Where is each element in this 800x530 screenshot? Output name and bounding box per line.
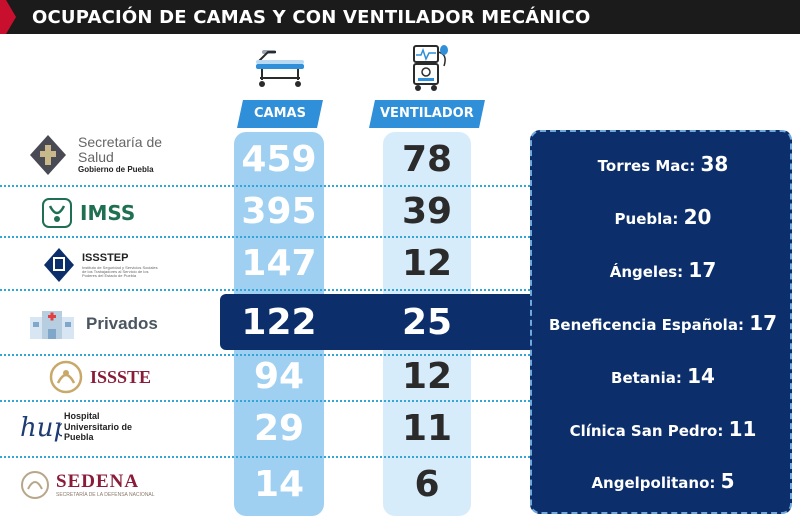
- row-divider: [0, 456, 530, 458]
- hospital-universitario-logo: hup Hospital Universitario de Puebla: [20, 402, 210, 452]
- private-hospital-value: 20: [683, 205, 712, 229]
- camas-value: 147: [241, 243, 317, 284]
- ventilador-value: 12: [401, 356, 453, 397]
- svg-text:hup: hup: [20, 413, 62, 443]
- camas-value: 29: [253, 408, 305, 449]
- ventilador-value: 6: [414, 464, 440, 505]
- private-hospital-name: Beneficencia Española:: [548, 316, 744, 334]
- hup-emblem-icon: hup: [20, 413, 62, 443]
- camas-value: 14: [253, 464, 305, 505]
- row-divider: [0, 289, 530, 291]
- private-hospital-name: Betania:: [611, 369, 682, 387]
- private-hospital-item: Clínica San Pedro: 11: [532, 417, 794, 441]
- private-hospital-item: Puebla: 20: [532, 205, 794, 229]
- institution-name: SEDENA: [56, 471, 140, 492]
- private-hospital-value: 5: [720, 469, 735, 493]
- page-title: OCUPACIÓN DE CAMAS Y CON VENTILADOR MECÁ…: [32, 7, 591, 28]
- issstep-logo: ISSSTEP Instituto de Seguridad y Servici…: [20, 240, 210, 290]
- row-divider: [0, 400, 530, 402]
- private-hospital-item: Ángeles: 17: [532, 258, 794, 282]
- privados-highlight-band: 122 25: [220, 294, 540, 350]
- row-divider: [0, 354, 530, 356]
- private-hospital-item: Angelpolitano: 5: [532, 469, 794, 493]
- secretaria-salud-logo: Secretaría de Salud Gobierno de Puebla: [20, 130, 210, 180]
- sedena-logo: SEDENA SECRETARÍA DE LA DEFENSA NACIONAL: [20, 460, 210, 510]
- ventilador-value: 25: [401, 302, 453, 343]
- title-bar: OCUPACIÓN DE CAMAS Y CON VENTILADOR MECÁ…: [0, 0, 800, 34]
- issste-logo: ISSSTE: [20, 352, 210, 402]
- private-hospital-name: Clínica San Pedro:: [569, 422, 724, 440]
- ventilador-value: 11: [401, 408, 453, 449]
- sedena-emblem-icon: [21, 471, 49, 499]
- private-hospitals-panel: Torres Mac: 38 Puebla: 20 Ángeles: 17 Be…: [530, 130, 792, 514]
- ventilador-value: 78: [401, 139, 453, 180]
- camas-value: 94: [253, 356, 305, 397]
- camas-value: 459: [241, 139, 317, 180]
- institution-name: ISSSTE: [90, 366, 152, 387]
- imss-emblem-icon: [42, 198, 72, 228]
- institution-name: Secretaría de Salud: [78, 134, 163, 165]
- private-hospital-value: 38: [700, 152, 729, 176]
- institution-name: ISSSTEP: [82, 251, 129, 264]
- private-hospital-value: 11: [728, 417, 757, 441]
- imss-logo: IMSS: [20, 188, 210, 238]
- institution-name: IMSS: [80, 201, 136, 225]
- row-divider: [0, 185, 530, 187]
- private-hospital-value: 17: [749, 311, 778, 335]
- institution-name: Privados: [86, 314, 158, 333]
- chevron-icon: [0, 0, 16, 34]
- private-hospital-item: Beneficencia Española: 17: [532, 311, 794, 335]
- column-header-ventilador: VENTILADOR: [369, 100, 485, 128]
- ventilador-value: 12: [401, 243, 453, 284]
- private-hospital-name: Angelpolitano:: [591, 474, 716, 492]
- row-divider: [0, 236, 530, 238]
- hospital-icon: [30, 311, 74, 339]
- private-hospital-name: Ángeles:: [609, 263, 684, 281]
- private-hospital-item: Betania: 14: [532, 364, 794, 388]
- privados-logo: Privados: [20, 299, 210, 349]
- private-hospital-name: Torres Mac:: [597, 157, 696, 175]
- institution-sub: Instituto de Seguridad y Servicios Socia…: [82, 264, 158, 278]
- private-hospital-value: 14: [687, 364, 715, 388]
- secretaria-salud-emblem-icon: [30, 135, 66, 175]
- issstep-emblem-icon: [44, 248, 74, 282]
- private-hospital-name: Puebla:: [614, 210, 679, 228]
- camas-value: 395: [241, 191, 317, 232]
- ventilator-icon: [413, 45, 448, 91]
- private-hospital-item: Torres Mac: 38: [532, 152, 794, 176]
- institution-sub: SECRETARÍA DE LA DEFENSA NACIONAL: [56, 492, 155, 498]
- stretcher-icon: [256, 50, 304, 87]
- camas-value: 122: [241, 302, 317, 343]
- institution-sub: Gobierno de Puebla: [78, 165, 154, 175]
- private-hospital-value: 17: [688, 258, 717, 282]
- issste-emblem-icon: [49, 360, 83, 394]
- ventilador-value: 39: [401, 191, 453, 232]
- institution-name: Hospital Universitario de Puebla: [64, 410, 133, 443]
- column-header-camas: CAMAS: [237, 100, 323, 128]
